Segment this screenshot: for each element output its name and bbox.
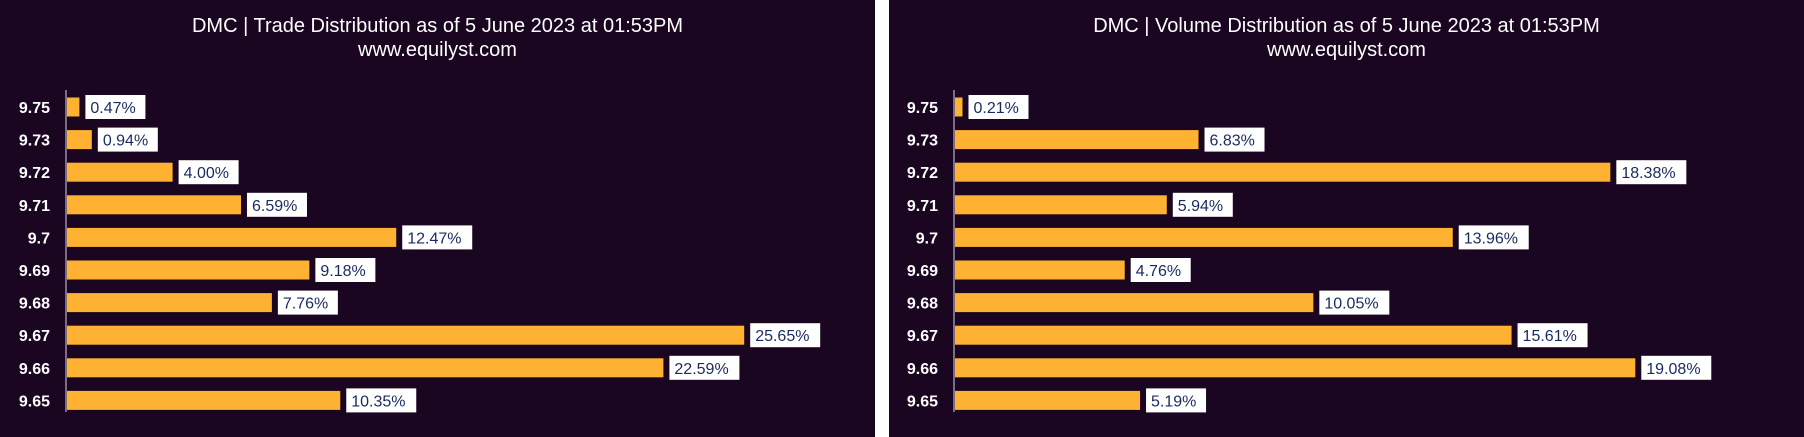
bar [955,325,1512,345]
bar [955,162,1611,182]
chart-subtitle: www.equilyst.com [358,39,517,61]
y-tick-label: 9.68 [19,296,50,313]
y-tick-label: 9.75 [19,100,50,117]
data-label: 4.00% [184,165,229,182]
y-tick-label: 9.65 [907,393,938,410]
bar [955,195,1167,215]
y-tick-label: 9.68 [907,296,938,313]
y-tick-label: 9.69 [19,263,50,280]
bar [67,130,92,150]
bar [955,390,1141,410]
data-label-box [85,95,146,119]
data-label-box [669,355,740,380]
y-tick-label: 9.73 [907,133,938,150]
bar [955,293,1314,313]
bar [67,293,272,313]
y-tick-label: 9.7 [916,230,938,247]
bar [67,390,341,410]
bar [67,325,745,345]
data-label: 12.47% [407,230,461,247]
data-label: 5.19% [1151,393,1196,410]
chart-title-block: DMC | Volume Distribution as of 5 June 2… [889,14,1804,62]
data-label: 6.83% [1210,133,1255,150]
bar [955,358,1636,378]
bar [67,195,241,215]
data-label-box [968,95,1029,119]
chart-title-block: DMC | Trade Distribution as of 5 June 20… [0,14,875,62]
bar [67,162,173,182]
data-label: 18.38% [1621,165,1675,182]
volume-distribution-plot: 9.75 0.21% 9.73 6.83% 9.72 18.38% 9.71 5.94% 9.7… [907,90,1712,413]
data-label-box [402,225,473,250]
volume-distribution-chart: DMC | Volume Distribution as of 5 June 2… [889,0,1804,437]
data-label: 25.65% [755,328,809,345]
y-tick-label: 9.65 [19,393,50,410]
data-label-box [1517,323,1588,348]
data-label: 0.21% [973,100,1018,117]
data-label-box [97,127,158,152]
data-label-box [315,258,376,282]
data-label-box [1458,225,1529,250]
data-label-box [1204,127,1265,152]
y-tick-label: 9.69 [907,263,938,280]
chart-title: DMC | Trade Distribution as of 5 June 20… [191,15,683,37]
data-label-box [277,290,338,315]
bar [67,227,397,247]
y-tick-label: 9.72 [907,165,938,182]
data-label-box [178,160,239,185]
y-tick-label: 9.67 [19,328,50,345]
data-label-box [1146,388,1207,413]
data-label: 10.35% [351,393,405,410]
bar [67,260,310,280]
trade-distribution-chart: DMC | Trade Distribution as of 5 June 20… [0,0,875,437]
data-label: 7.76% [283,296,328,313]
bar [67,358,664,378]
data-label: 5.94% [1178,198,1223,215]
data-label: 13.96% [1464,230,1518,247]
y-tick-label: 9.73 [19,133,50,150]
data-label: 4.76% [1136,263,1181,280]
y-tick-label: 9.71 [19,198,50,215]
chart-title: DMC | Volume Distribution as of 5 June 2… [1093,15,1600,37]
data-label-box [1130,258,1191,282]
data-label: 6.59% [252,198,297,215]
data-label: 0.47% [90,100,135,117]
data-label: 9.18% [320,263,365,280]
bar [955,97,963,117]
y-tick-label: 9.66 [907,361,938,378]
data-label-box [750,323,821,348]
chart-subtitle: www.equilyst.com [1267,39,1426,61]
data-label: 10.05% [1324,296,1378,313]
data-label-box [1616,160,1687,185]
bar [955,260,1125,280]
y-tick-label: 9.7 [28,230,50,247]
y-tick-label: 9.66 [19,361,50,378]
bar [955,130,1199,150]
y-tick-label: 9.67 [907,328,938,345]
data-label: 19.08% [1646,361,1700,378]
y-tick-label: 9.75 [907,100,938,117]
bar [955,227,1453,247]
y-tick-label: 9.72 [19,165,50,182]
trade-distribution-plot: 9.75 0.47% 9.73 0.94% 9.72 4.00% 9.71 6.59% 9.7 1… [19,90,821,413]
data-label-box [1319,290,1390,315]
data-label-box [246,192,307,217]
data-label-box [1172,192,1233,217]
data-label: 22.59% [674,361,728,378]
y-tick-label: 9.71 [907,198,938,215]
data-label: 0.94% [103,133,148,150]
data-label: 15.61% [1523,328,1577,345]
data-label-box [1641,355,1712,380]
data-label-box [346,388,417,413]
bar [67,97,80,117]
